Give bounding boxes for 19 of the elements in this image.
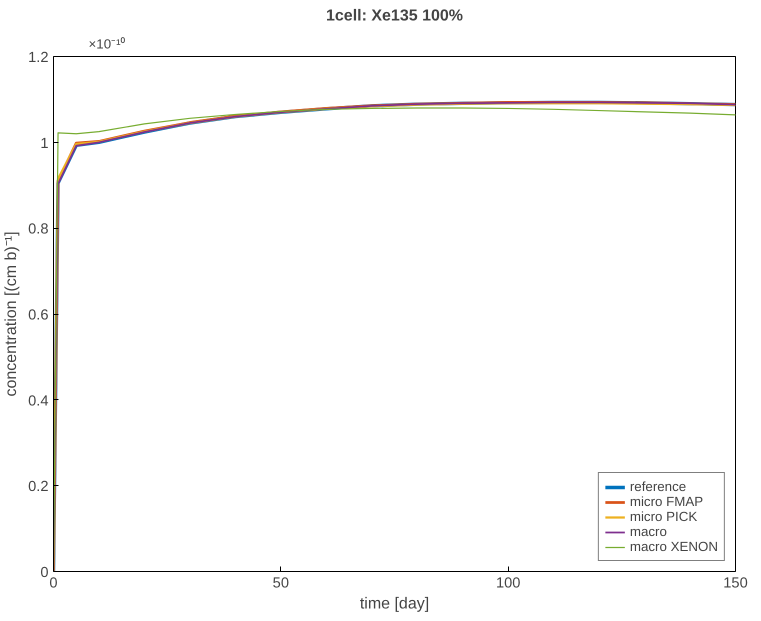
legend-label: macro bbox=[630, 524, 667, 539]
y-tick-label: 0.6 bbox=[28, 308, 48, 324]
y-tick-label: 0.8 bbox=[28, 222, 48, 238]
y-axis-title: concentration [(cm b)⁻¹] bbox=[3, 231, 20, 397]
legend-label: reference bbox=[630, 479, 686, 494]
x-tick-label: 150 bbox=[723, 576, 748, 592]
x-tick-label: 100 bbox=[496, 576, 520, 592]
x-tick-label: 50 bbox=[272, 576, 289, 592]
y-tick-label: 0.4 bbox=[28, 393, 48, 410]
y-tick-label: 1 bbox=[40, 136, 49, 152]
legend-label: micro FMAP bbox=[630, 494, 704, 509]
y-tick-label: 1.2 bbox=[28, 50, 48, 66]
legend-label: micro PICK bbox=[630, 509, 698, 524]
y-tick-label: 0 bbox=[40, 565, 49, 581]
text: ×10⁻¹⁰ bbox=[88, 36, 126, 52]
x-axis-title: time [day] bbox=[360, 596, 430, 612]
legend-label: macro XENON bbox=[630, 539, 718, 554]
chart-title: 1cell: Xe135 100% bbox=[326, 8, 464, 24]
y-tick-label: 0.2 bbox=[28, 479, 48, 496]
